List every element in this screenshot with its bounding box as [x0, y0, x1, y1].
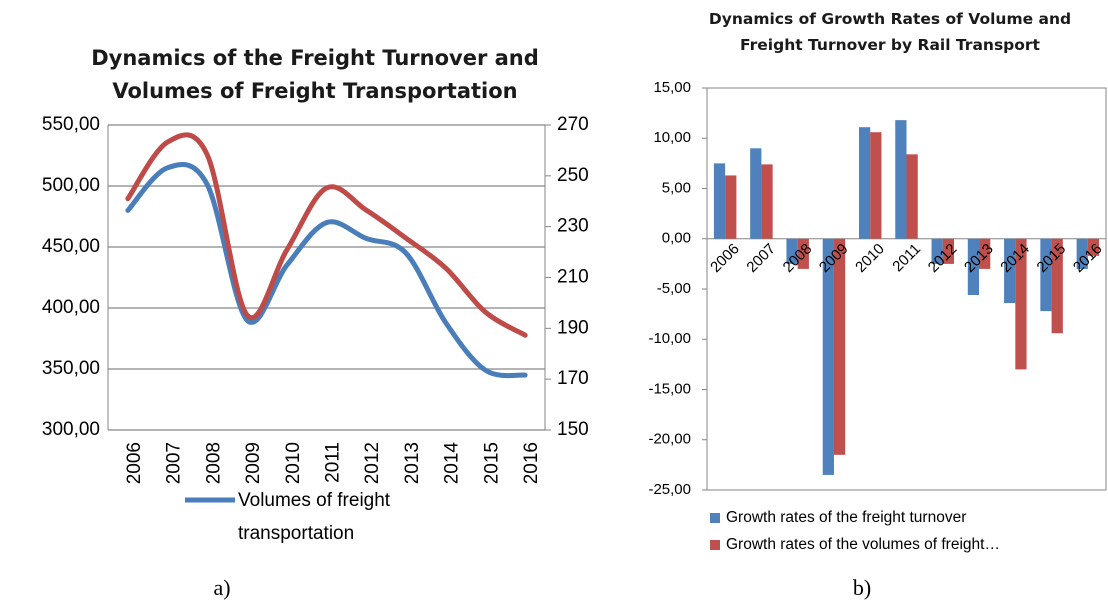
y-tick-label: 0,00: [662, 230, 691, 247]
bar: [713, 163, 726, 239]
y-tick-label: 400,00: [42, 297, 100, 318]
y2-tick-label: 250: [557, 165, 589, 186]
x-tick-label: 2012: [925, 240, 961, 276]
x-tick-label: 2016: [1070, 240, 1106, 276]
bar: [967, 238, 980, 296]
y2-tick-label: 270: [557, 114, 589, 135]
legend-swatch: [710, 540, 720, 550]
line: [125, 132, 528, 338]
y-tick-label: 450,00: [42, 236, 100, 257]
bar: [786, 238, 798, 264]
x-tick-label: 2013: [402, 442, 423, 484]
y-tick-label: 300,00: [42, 419, 100, 440]
bar: [942, 238, 955, 264]
bar: [1015, 238, 1027, 370]
bar: [833, 238, 846, 455]
y2-tick-label: 210: [557, 267, 589, 288]
x-tick-label: 2012: [362, 442, 383, 484]
x-tick-label: 2016: [521, 442, 542, 484]
x-tick-label: 2015: [481, 442, 502, 484]
y-tick-label: 500,00: [42, 175, 100, 196]
bar: [1076, 238, 1088, 269]
x-tick-label: 2006: [707, 240, 743, 276]
bar: [725, 175, 737, 239]
y2-tick-label: 230: [557, 216, 589, 237]
bar: [1051, 238, 1063, 334]
caption: a): [213, 575, 230, 600]
y-tick-label: -10,00: [648, 330, 691, 347]
y-tick-label: -15,00: [648, 380, 691, 397]
x-tick-label: 2006: [124, 442, 145, 484]
y-tick-label: 15,00: [653, 79, 691, 96]
y-tick-label: 10,00: [653, 129, 691, 146]
y2-tick-label: 150: [557, 419, 589, 440]
bar: [906, 154, 918, 239]
bar: [931, 238, 943, 264]
y2-tick-label: 170: [557, 368, 589, 389]
y2-tick-label: 190: [557, 317, 589, 338]
bar: [797, 238, 809, 269]
bar: [895, 120, 907, 239]
bar: [1087, 238, 1100, 256]
bar: [1004, 238, 1016, 304]
bar: [761, 164, 773, 239]
line: [125, 162, 528, 379]
bar: [822, 238, 834, 475]
legend-label: Volumes of freight transportation: [238, 490, 391, 544]
bar: [1040, 238, 1052, 312]
x-tick-label: 2008: [203, 442, 224, 484]
legend-label: Growth rates of the freight turnover: [726, 509, 966, 526]
chart-title: Dynamics of Growth Rates of Volume and F…: [708, 10, 1072, 54]
y-tick-label: -25,00: [648, 481, 691, 498]
bar: [750, 148, 762, 239]
x-tick-label: 2011: [323, 442, 344, 483]
legend-swatch: [710, 513, 720, 523]
bar: [870, 132, 882, 239]
x-tick-label: 2010: [852, 240, 888, 276]
y-tick-label: 350,00: [42, 358, 100, 379]
bar: [979, 238, 991, 269]
chart-title: Dynamics of the Freight Turnover and Vol…: [91, 46, 539, 103]
bar: [858, 127, 871, 239]
x-tick-label: 2009: [243, 442, 264, 484]
y-tick-label: -5,00: [657, 280, 691, 297]
y-tick-label: -20,00: [648, 431, 691, 448]
x-tick-label: 2008: [780, 240, 816, 276]
x-tick-label: 2007: [743, 240, 779, 276]
x-tick-label: 2014: [442, 442, 463, 485]
y-tick-label: 550,00: [42, 114, 100, 135]
caption: b): [853, 575, 871, 600]
legend-label: Growth rates of the volumes of freight…: [726, 536, 1000, 553]
x-tick-label: 2010: [283, 442, 304, 484]
x-tick-label: 2007: [164, 442, 185, 484]
y-tick-label: 5,00: [662, 179, 691, 196]
x-tick-label: 2011: [889, 240, 924, 275]
